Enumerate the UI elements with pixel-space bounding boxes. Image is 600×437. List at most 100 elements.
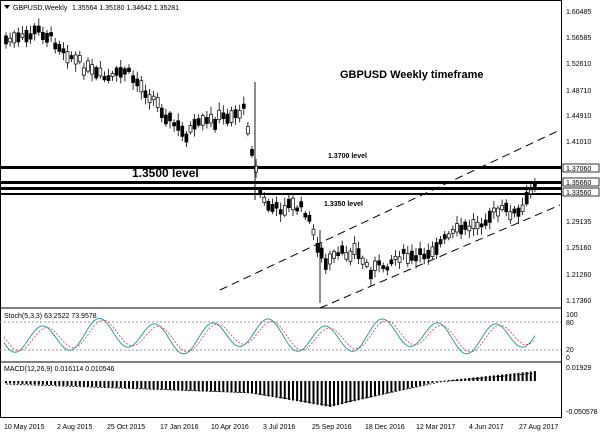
macd-bar [9, 381, 12, 384]
candle-body [344, 251, 349, 260]
macd-bar [456, 379, 458, 381]
candle-body [65, 51, 70, 64]
candle-body [459, 224, 463, 235]
macd-bar [349, 381, 352, 403]
time-label: 3 Jul 2016 [263, 424, 295, 431]
candle-body [422, 253, 427, 260]
macd-bar [447, 380, 450, 381]
level-line-1-3350[interactable] [0, 193, 562, 195]
dropdown-icon[interactable] [4, 5, 10, 9]
candle-body [385, 266, 390, 271]
macd-bar [189, 381, 192, 391]
level-1-3500-label: 1.3500 level [132, 166, 199, 180]
candle-body [352, 243, 357, 255]
macd-bar [443, 380, 446, 382]
candle-body [49, 32, 53, 37]
candle-body [118, 67, 123, 78]
macd-bar [78, 381, 81, 387]
time-axis[interactable]: 10 May 2015 2 Aug 2015 25 Oct 2015 17 Ja… [4, 424, 558, 431]
macd-bar [365, 381, 368, 399]
macd-label: MACD(12,26,9) 0.016114 0.010546 [4, 366, 114, 373]
macd-bar [197, 381, 200, 391]
candle-body [512, 208, 517, 214]
candle-body [295, 207, 299, 212]
macd-bar [66, 381, 69, 386]
price-tick: 1.29135 [566, 219, 591, 226]
candle-body [475, 221, 480, 230]
macd-bar [193, 381, 196, 391]
macd-bar [91, 381, 94, 387]
macd-bar [160, 381, 163, 390]
candle-body [229, 110, 234, 123]
candle-body [36, 25, 41, 33]
macd-bar [50, 381, 53, 386]
candle-body [123, 68, 127, 75]
price-axis[interactable]: 1.60485 1.56585 1.52610 1.48710 1.44910 … [562, 9, 600, 305]
level-line-1-3500b[interactable] [0, 187, 562, 190]
macd-bar [238, 381, 241, 393]
stoch-tick: 0 [566, 355, 570, 362]
macd-bar [402, 381, 405, 390]
candle-body [291, 197, 295, 211]
candle-body [176, 120, 181, 131]
candle-body [180, 125, 185, 137]
candle-body [533, 182, 537, 188]
candle-body [4, 35, 8, 45]
macd-bar [74, 381, 77, 387]
macd-signal-line [5, 372, 535, 406]
macd-bar [435, 381, 438, 382]
macd-bar [357, 381, 360, 401]
macd-bar [234, 381, 237, 393]
candle-body [172, 122, 176, 127]
level-line-1-3500[interactable] [0, 181, 562, 184]
candle-body [90, 64, 94, 75]
macd-bar [283, 381, 286, 400]
candle-body [114, 67, 119, 76]
macd-bar [287, 381, 290, 400]
macd-bar [21, 381, 24, 384]
macd-bar [439, 380, 442, 382]
level-lines[interactable] [0, 166, 562, 195]
macd-bar [509, 373, 512, 381]
candle-body [184, 133, 189, 143]
candle-body [299, 201, 304, 208]
candle-body [401, 248, 406, 254]
candle-body [315, 242, 320, 253]
channel-upper-line[interactable] [219, 129, 561, 291]
candle-body [496, 207, 500, 217]
candle-body [241, 103, 246, 109]
price-box-1-3566 [562, 177, 600, 187]
time-label: 10 May 2015 [4, 424, 45, 431]
candle-body [45, 33, 49, 43]
candle-body [258, 189, 263, 194]
candle-body [373, 260, 377, 271]
macd-bar [263, 381, 266, 396]
candle-body [266, 200, 271, 211]
macd-bar [185, 381, 188, 391]
macd-bar [353, 381, 356, 402]
candle-body [217, 109, 222, 121]
candle-body [524, 191, 529, 205]
candle-body [303, 212, 308, 218]
macd-bar [115, 381, 118, 388]
candle-body [323, 258, 328, 270]
candle-body [61, 48, 66, 54]
macd-bar [132, 381, 135, 389]
macd-bar [181, 381, 184, 391]
macd-bar [497, 374, 499, 381]
macd-bar [328, 381, 331, 407]
level-line-1-3700[interactable] [0, 166, 562, 169]
price-tick: 1.17360 [566, 298, 591, 305]
macd-bar [345, 381, 348, 404]
price-tick: 1.48710 [566, 88, 591, 95]
macd-bar [144, 381, 147, 389]
channel-lower-line[interactable] [319, 204, 561, 309]
macd-bar [292, 381, 294, 401]
macd-bar [312, 381, 315, 405]
macd-bar [513, 373, 516, 381]
symbol-timeframe-label: GBPUSD,Weekly [13, 5, 68, 12]
candle-body [73, 54, 78, 65]
time-label: 25 Sep 2016 [312, 424, 352, 431]
candle-body [377, 260, 381, 266]
